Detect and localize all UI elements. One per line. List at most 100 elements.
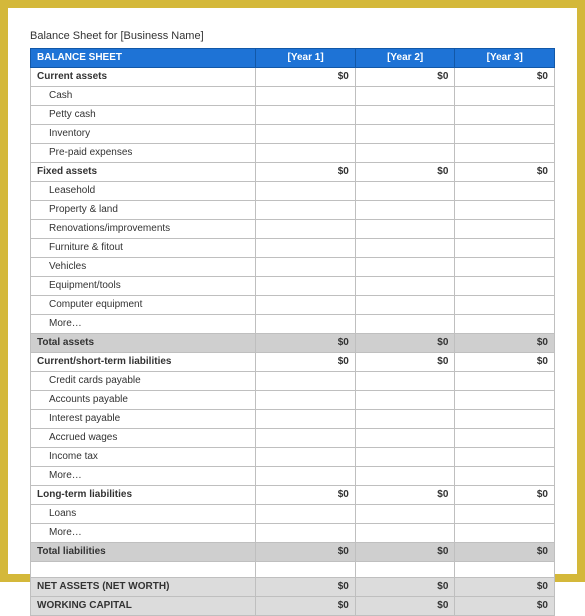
row-value: $0	[256, 543, 356, 562]
row-value	[355, 277, 455, 296]
row-value	[256, 125, 356, 144]
row-label: Cash	[31, 87, 256, 106]
row-value	[256, 429, 356, 448]
row-value	[355, 220, 455, 239]
row-value: $0	[455, 486, 555, 505]
row-label: Current assets	[31, 68, 256, 87]
row-value: $0	[455, 597, 555, 616]
row-label: Loans	[31, 505, 256, 524]
row-value: $0	[355, 334, 455, 353]
row-label: Leasehold	[31, 182, 256, 201]
table-row: More…	[31, 315, 555, 334]
row-value	[455, 448, 555, 467]
row-value	[256, 258, 356, 277]
row-value: $0	[455, 163, 555, 182]
table-row: Interest payable	[31, 410, 555, 429]
row-label: Credit cards payable	[31, 372, 256, 391]
row-label: Accounts payable	[31, 391, 256, 410]
row-value: $0	[256, 334, 356, 353]
row-label: More…	[31, 524, 256, 543]
row-value	[355, 258, 455, 277]
row-value	[455, 524, 555, 543]
header-col-3: [Year 3]	[455, 49, 555, 68]
table-row: Vehicles	[31, 258, 555, 277]
table-row: Total assets$0$0$0	[31, 334, 555, 353]
row-label: Interest payable	[31, 410, 256, 429]
row-value	[256, 182, 356, 201]
row-label: Current/short-term liabilities	[31, 353, 256, 372]
table-row: Pre-paid expenses	[31, 144, 555, 163]
row-value: $0	[355, 68, 455, 87]
table-row: Renovations/improvements	[31, 220, 555, 239]
row-value	[455, 201, 555, 220]
table-row: Fixed assets$0$0$0	[31, 163, 555, 182]
row-value	[455, 87, 555, 106]
row-value	[256, 562, 356, 578]
table-row: More…	[31, 467, 555, 486]
row-label: Fixed assets	[31, 163, 256, 182]
row-value: $0	[455, 353, 555, 372]
row-value: $0	[256, 163, 356, 182]
row-value	[455, 258, 555, 277]
row-value	[256, 372, 356, 391]
row-value: $0	[355, 486, 455, 505]
row-value	[355, 562, 455, 578]
row-value	[256, 87, 356, 106]
row-value	[256, 524, 356, 543]
row-label: NET ASSETS (NET WORTH)	[31, 578, 256, 597]
row-label: Property & land	[31, 201, 256, 220]
row-value	[355, 391, 455, 410]
header-label: BALANCE SHEET	[31, 49, 256, 68]
row-value: $0	[355, 353, 455, 372]
table-row: Accrued wages	[31, 429, 555, 448]
table-row: Property & land	[31, 201, 555, 220]
row-value	[355, 201, 455, 220]
balance-sheet-table: BALANCE SHEET [Year 1] [Year 2] [Year 3]…	[30, 48, 555, 616]
row-value	[355, 106, 455, 125]
row-label: Total assets	[31, 334, 256, 353]
row-label	[31, 562, 256, 578]
table-row: Income tax	[31, 448, 555, 467]
row-label: Total liabilities	[31, 543, 256, 562]
table-row: Current assets$0$0$0	[31, 68, 555, 87]
row-value	[256, 448, 356, 467]
row-value	[256, 391, 356, 410]
row-value	[355, 429, 455, 448]
row-value	[256, 410, 356, 429]
row-value: $0	[355, 543, 455, 562]
row-value	[355, 144, 455, 163]
document-frame: Balance Sheet for [Business Name] BALANC…	[0, 0, 585, 582]
row-label: Computer equipment	[31, 296, 256, 315]
row-value: $0	[256, 578, 356, 597]
page-title: Balance Sheet for [Business Name]	[30, 30, 555, 42]
row-label: Vehicles	[31, 258, 256, 277]
row-value	[256, 201, 356, 220]
table-row: NET ASSETS (NET WORTH)$0$0$0	[31, 578, 555, 597]
row-value	[355, 448, 455, 467]
row-value	[455, 505, 555, 524]
row-value	[355, 467, 455, 486]
table-row: Cash	[31, 87, 555, 106]
row-label: Petty cash	[31, 106, 256, 125]
row-value	[355, 372, 455, 391]
row-value: $0	[256, 68, 356, 87]
row-value	[455, 391, 555, 410]
row-label: More…	[31, 467, 256, 486]
row-value: $0	[455, 578, 555, 597]
row-value: $0	[455, 543, 555, 562]
row-value	[455, 125, 555, 144]
row-label: WORKING CAPITAL	[31, 597, 256, 616]
row-value	[455, 315, 555, 334]
row-value	[355, 182, 455, 201]
table-row: Accounts payable	[31, 391, 555, 410]
table-row	[31, 562, 555, 578]
row-value: $0	[355, 163, 455, 182]
table-row: Equipment/tools	[31, 277, 555, 296]
row-value	[455, 220, 555, 239]
row-value	[455, 144, 555, 163]
row-value	[355, 239, 455, 258]
row-value	[256, 467, 356, 486]
row-value	[355, 125, 455, 144]
row-value	[256, 239, 356, 258]
row-label: Accrued wages	[31, 429, 256, 448]
